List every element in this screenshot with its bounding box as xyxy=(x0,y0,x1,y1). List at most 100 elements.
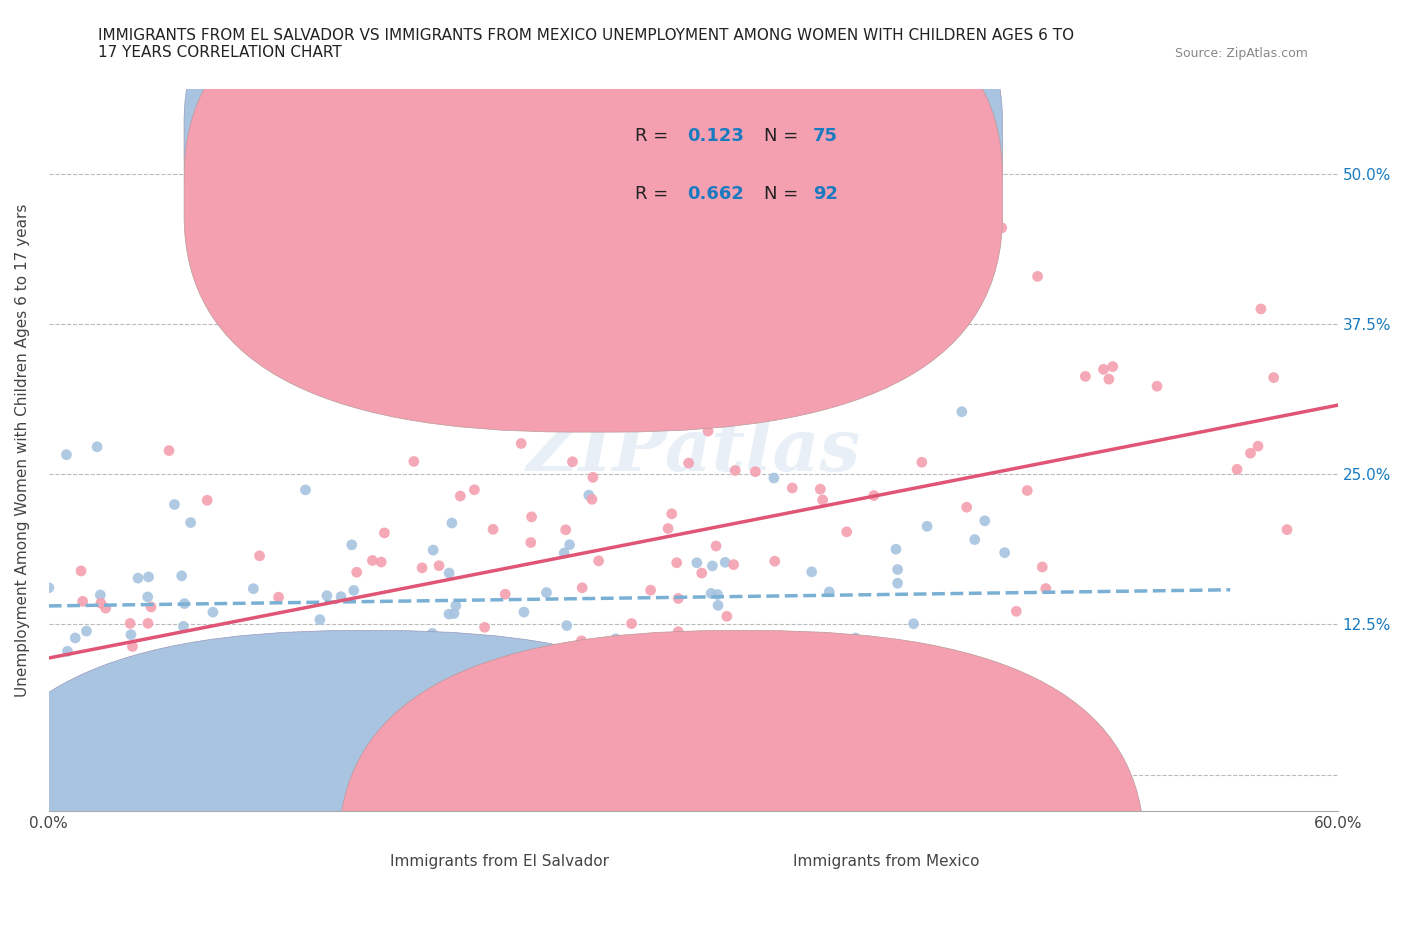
Point xyxy=(120,627,142,642)
Point xyxy=(308,612,330,627)
Point xyxy=(693,631,716,645)
Point xyxy=(69,755,91,770)
Point xyxy=(640,583,662,598)
Point xyxy=(994,545,1017,560)
Point xyxy=(886,562,908,577)
Point xyxy=(761,631,783,646)
Point xyxy=(195,493,218,508)
Point xyxy=(440,515,463,530)
Point xyxy=(700,586,723,601)
Point xyxy=(520,535,543,550)
Text: R =: R = xyxy=(636,127,675,145)
Point xyxy=(120,616,142,631)
Point xyxy=(714,555,737,570)
Point xyxy=(811,720,834,735)
Point xyxy=(579,661,602,676)
Point xyxy=(554,523,576,538)
Point xyxy=(690,565,713,580)
Point xyxy=(724,463,747,478)
Point xyxy=(808,482,831,497)
Point xyxy=(620,616,643,631)
Point xyxy=(179,767,201,782)
Point xyxy=(607,667,630,682)
Point xyxy=(402,454,425,469)
Point xyxy=(1035,581,1057,596)
Point xyxy=(449,488,471,503)
Point xyxy=(553,546,575,561)
Point xyxy=(319,663,342,678)
Point xyxy=(513,604,536,619)
Point xyxy=(94,601,117,616)
Point xyxy=(132,654,155,669)
Point xyxy=(90,596,112,611)
Point xyxy=(666,624,689,639)
Point xyxy=(697,424,720,439)
Point xyxy=(723,557,745,572)
Point xyxy=(811,493,834,508)
Point xyxy=(89,588,111,603)
Point xyxy=(437,565,460,580)
Point xyxy=(482,522,505,537)
Point xyxy=(292,649,315,664)
Point xyxy=(1098,372,1121,387)
Point xyxy=(520,639,543,654)
Point xyxy=(249,549,271,564)
Point xyxy=(121,639,143,654)
Point xyxy=(463,483,485,498)
Point xyxy=(555,618,578,633)
Point xyxy=(657,521,679,536)
Point xyxy=(787,672,810,687)
Point xyxy=(163,497,186,512)
Point xyxy=(1017,483,1039,498)
Point xyxy=(136,590,159,604)
Point xyxy=(1101,359,1123,374)
Point xyxy=(536,585,558,600)
Point xyxy=(800,565,823,579)
Point xyxy=(86,439,108,454)
Point xyxy=(716,609,738,624)
Point xyxy=(886,576,908,591)
Point xyxy=(330,590,353,604)
Point xyxy=(172,619,194,634)
Point xyxy=(704,538,727,553)
Point xyxy=(422,542,444,557)
Text: 92: 92 xyxy=(813,185,838,203)
Text: 0.662: 0.662 xyxy=(686,185,744,203)
Point xyxy=(903,617,925,631)
Point xyxy=(780,481,803,496)
Point xyxy=(581,492,603,507)
Point xyxy=(702,559,724,574)
Point xyxy=(845,631,868,645)
Point xyxy=(180,682,202,697)
Point xyxy=(180,515,202,530)
Point xyxy=(744,464,766,479)
Point xyxy=(911,455,934,470)
Point xyxy=(1031,560,1053,575)
Text: ZIPatlas: ZIPatlas xyxy=(526,415,860,485)
Point xyxy=(170,568,193,583)
Point xyxy=(437,606,460,621)
Point xyxy=(973,513,995,528)
Point xyxy=(288,659,311,674)
Point xyxy=(762,471,785,485)
Point xyxy=(1226,462,1249,477)
Point xyxy=(229,636,252,651)
Point xyxy=(76,624,98,639)
Point xyxy=(582,470,605,485)
Point xyxy=(818,584,841,599)
Point xyxy=(427,558,450,573)
Point xyxy=(443,606,465,621)
Point xyxy=(420,626,443,641)
Point xyxy=(475,262,498,277)
Point xyxy=(235,687,257,702)
Point xyxy=(1250,301,1272,316)
Point xyxy=(411,561,433,576)
Point xyxy=(1239,445,1261,460)
Point xyxy=(72,594,94,609)
Point xyxy=(1247,439,1270,454)
Point xyxy=(956,499,979,514)
FancyBboxPatch shape xyxy=(339,631,1144,930)
Point xyxy=(571,633,593,648)
Point xyxy=(510,436,533,451)
Text: Immigrants from Mexico: Immigrants from Mexico xyxy=(793,854,980,869)
